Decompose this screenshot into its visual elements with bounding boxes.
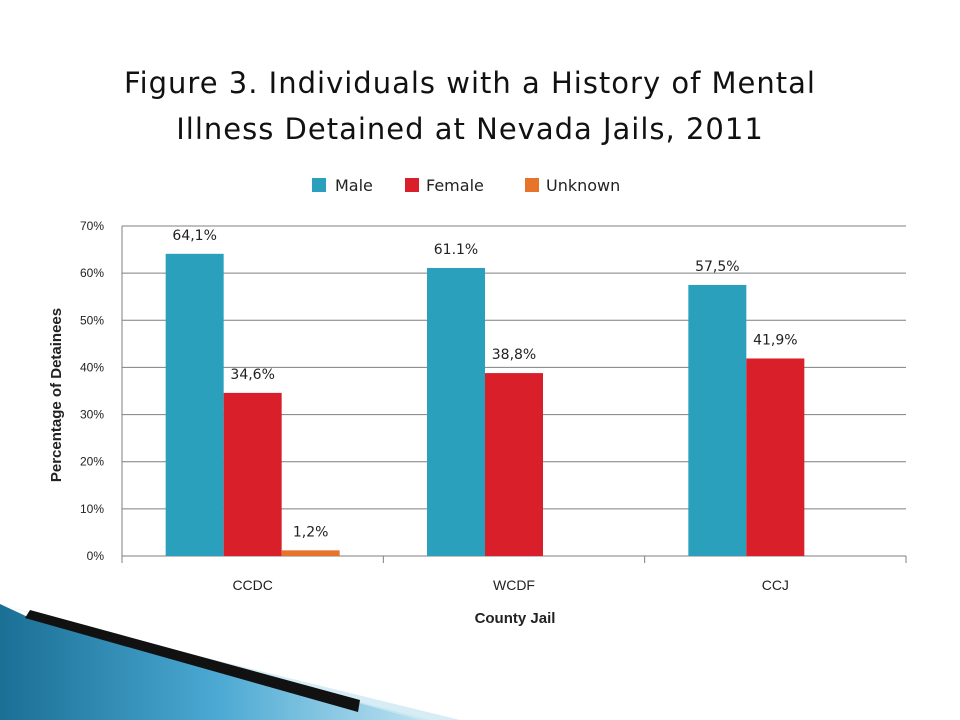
y-tick-label: 20% [80,455,104,469]
title-line-1: Figure 3. Individuals with a History of … [124,66,816,100]
data-label: 64,1% [172,228,216,244]
legend-label-male: Male [335,176,373,195]
data-label: 57,5% [695,259,739,275]
x-tick-label: CCDC [232,577,272,593]
legend-swatch-unknown [525,178,539,192]
data-label: 41,9% [753,332,797,348]
title-line-2: Illness Detained at Nevada Jails, 2011 [176,112,764,146]
bar-female-wcdf [485,373,543,556]
legend-label-unknown: Unknown [546,176,620,195]
y-tick-label: 30% [80,408,104,422]
x-axis-title: County Jail [475,610,556,627]
legend-swatch-female [405,178,419,192]
data-label: 1,2% [293,524,329,540]
y-tick-label: 70% [80,219,104,233]
data-label: 61.1% [434,242,478,258]
y-tick-label: 40% [80,360,104,374]
data-label: 38,8% [492,347,536,363]
legend-label-female: Female [426,176,484,195]
chart-title: Figure 3. Individuals with a History of … [60,60,880,152]
legend-swatch-male [312,178,326,192]
x-tick-label: WCDF [493,577,535,593]
black-swoosh [25,610,360,712]
bar-unknown-ccdc [281,550,340,556]
bar-female-ccdc [223,392,282,556]
x-tick-label: CCJ [762,577,789,593]
bar-male-wcdf [427,267,485,556]
bar-male-ccj [688,284,747,556]
bar-female-ccj [746,358,805,556]
y-tick-label: 10% [80,502,104,516]
y-tick-label: 50% [80,313,104,327]
bar-male-ccdc [165,253,224,557]
data-label: 34,6% [230,367,274,383]
y-tick-label: 0% [87,549,105,563]
y-axis-title: Percentage of Detainees [48,308,65,482]
y-tick-label: 60% [80,266,104,280]
blue-swoosh [0,604,430,720]
